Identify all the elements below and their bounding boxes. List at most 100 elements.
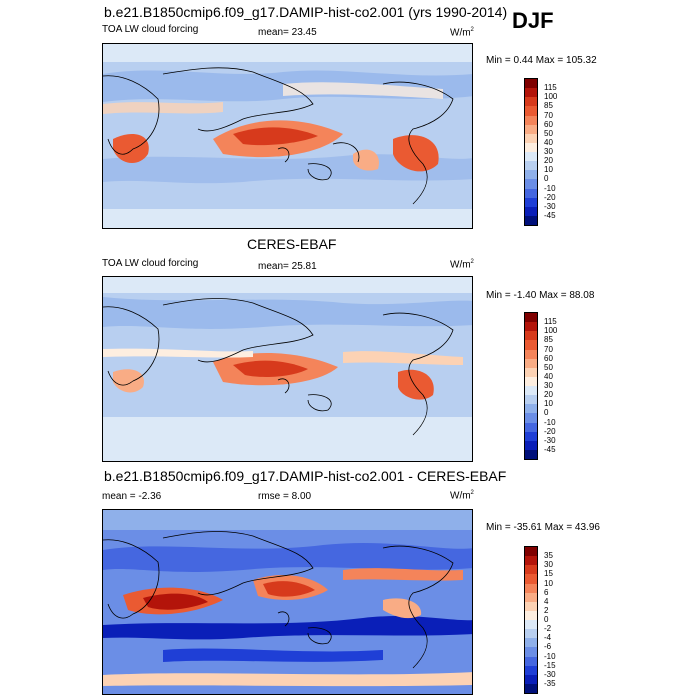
panel1-model-map <box>102 43 473 229</box>
panel1-colorbar-tick-label: 50 <box>544 128 553 138</box>
panel3-title: b.e21.B1850cmip6.f09_g17.DAMIP-hist-co2.… <box>104 468 507 484</box>
panel3-colorbar-tick-label: 35 <box>544 551 553 561</box>
panel2-colorbar-tick-label: 40 <box>544 371 553 381</box>
panel2-colorbar-swatch <box>525 313 537 323</box>
panel3-diff-map <box>102 509 473 695</box>
panel2-colorbar-tick-label: -45 <box>544 444 556 454</box>
panel3-colorbar-tick-label: 2 <box>544 605 549 615</box>
panel2-units: W/m2 <box>450 259 474 271</box>
panel1-colorbar-swatch <box>525 206 537 216</box>
panel3-colorbar-swatch <box>525 583 537 593</box>
panel1-colorbar-swatch <box>525 179 537 189</box>
panel3-colorbar-swatch <box>525 547 537 557</box>
panel2-mean-label: mean= 25.81 <box>258 261 317 272</box>
panel3-rmse-label: rmse = 8.00 <box>258 491 312 502</box>
panel3-colorbar-swatch <box>525 638 537 648</box>
panel3-colorbar-tick-label: -30 <box>544 669 556 679</box>
panel3-colorbar-swatch <box>525 592 537 602</box>
panel1-colorbar-tick-label: -45 <box>544 210 556 220</box>
panel2-colorbar-tick-label: 70 <box>544 344 553 354</box>
panel1-colorbar-tick-label: 115 <box>544 83 557 93</box>
panel3-colorbar-tick-label: -10 <box>544 651 556 661</box>
panel2-colorbar-tick-label: 20 <box>544 390 553 400</box>
panel1-colorbar-swatch <box>525 197 537 207</box>
season-label: DJF <box>512 8 554 33</box>
panel1-colorbar-swatch <box>525 170 537 180</box>
panel3-colorbar-swatch <box>525 556 537 566</box>
panel2-colorbar-tick-label: 115 <box>544 317 557 327</box>
panel2-obs-map <box>102 276 473 462</box>
panel2-colorbar-tick-label: 60 <box>544 353 553 363</box>
panel1-colorbar-swatch <box>525 142 537 152</box>
panel3-minmax: Min = -35.61 Max = 43.96 <box>486 522 600 533</box>
panel3-colorbar-tick-label: -2 <box>544 624 552 634</box>
panel3-colorbar-tick-label: 10 <box>544 578 553 588</box>
panel1-colorbar-tick-label: -30 <box>544 201 556 211</box>
panel2-colorbar-tick-label: 0 <box>544 408 549 418</box>
panel1-colorbar-swatch <box>525 161 537 171</box>
panel1-colorbar-swatch <box>525 215 537 225</box>
panel1-colorbar <box>524 78 538 226</box>
panel2-colorbar-swatch <box>525 386 537 396</box>
panel2-colorbar-tick-label: 50 <box>544 362 553 372</box>
panel2-colorbar-swatch <box>525 395 537 405</box>
panel1-variable-label: TOA LW cloud forcing <box>102 24 199 35</box>
panel2-colorbar-swatch <box>525 413 537 423</box>
case-title: b.e21.B1850cmip6.f09_g17.DAMIP-hist-co2.… <box>104 4 508 20</box>
panel2-colorbar-tick-label: 100 <box>544 326 558 336</box>
panel3-colorbar-swatch <box>525 665 537 675</box>
panel3-colorbar-tick-label: 30 <box>544 560 553 570</box>
panel2-colorbar-swatch <box>525 331 537 341</box>
panel3-colorbar-swatch <box>525 629 537 639</box>
panel3-colorbar-swatch <box>525 574 537 584</box>
panel1-colorbar-tick-label: 0 <box>544 174 549 184</box>
panel2-colorbar-tick-label: -10 <box>544 417 556 427</box>
panel1-minmax: Min = 0.44 Max = 105.32 <box>486 55 597 66</box>
panel2-colorbar-swatch <box>525 349 537 359</box>
panel1-colorbar-swatch <box>525 115 537 125</box>
panel1-colorbar-swatch <box>525 133 537 143</box>
panel3-colorbar-swatch <box>525 565 537 575</box>
panel3-mean-label: mean = -2.36 <box>102 491 162 502</box>
panel3-colorbar-swatch <box>525 620 537 630</box>
panel2-colorbar-tick-label: 30 <box>544 381 553 390</box>
panel2-colorbar-swatch <box>525 422 537 432</box>
panel1-colorbar-tick-label: 60 <box>544 119 553 129</box>
panel1-colorbar-tick-label: 20 <box>544 156 553 166</box>
panel1-colorbar-tick-label: 10 <box>544 165 553 175</box>
panel1-mean-label: mean= 23.45 <box>258 27 317 38</box>
panel1-colorbar-swatch <box>525 97 537 107</box>
panel2-colorbar-swatch <box>525 404 537 414</box>
panel2-colorbar-swatch <box>525 358 537 368</box>
panel2-colorbar <box>524 312 538 460</box>
panel1-colorbar-tick-label: 85 <box>544 101 553 111</box>
panel3-colorbar-tick-label: -4 <box>544 633 552 643</box>
panel2-colorbar-tick-label: 10 <box>544 399 553 409</box>
panel3-colorbar-swatch <box>525 647 537 657</box>
panel1-colorbar-tick-label: 100 <box>544 92 558 102</box>
panel3-colorbar-swatch <box>525 656 537 666</box>
panel3-colorbar-swatch <box>525 674 537 684</box>
panel1-colorbar-tick-label: 70 <box>544 110 553 120</box>
panel1-colorbar-tick-label: 40 <box>544 137 553 147</box>
panel3-colorbar-tick-label: 4 <box>544 596 549 606</box>
panel3-colorbar-tick-label: 6 <box>544 587 549 597</box>
panel1-colorbar-swatch <box>525 106 537 116</box>
panel3-colorbar-tick-label: 0 <box>544 615 549 624</box>
panel2-variable-label: TOA LW cloud forcing <box>102 258 199 269</box>
panel1-colorbar-swatch <box>525 79 537 89</box>
panel1-colorbar-tick-label: -10 <box>544 183 556 193</box>
panel2-colorbar-swatch <box>525 449 537 459</box>
panel2-colorbar-tick-label: 85 <box>544 335 553 345</box>
panel3-colorbar-swatch <box>525 601 537 611</box>
panel2-title: CERES-EBAF <box>247 236 337 252</box>
panel1-colorbar-swatch <box>525 152 537 162</box>
panel2-colorbar-tick-label: -30 <box>544 435 556 445</box>
panel2-colorbar-swatch <box>525 376 537 386</box>
panel3-colorbar-tick-label: 15 <box>544 569 553 579</box>
panel1-colorbar-swatch <box>525 188 537 198</box>
panel1-colorbar-swatch <box>525 124 537 134</box>
panel1-colorbar-tick-label: -20 <box>544 192 556 202</box>
panel1-units: W/m2 <box>450 27 474 39</box>
panel3-colorbar-swatch <box>525 610 537 620</box>
